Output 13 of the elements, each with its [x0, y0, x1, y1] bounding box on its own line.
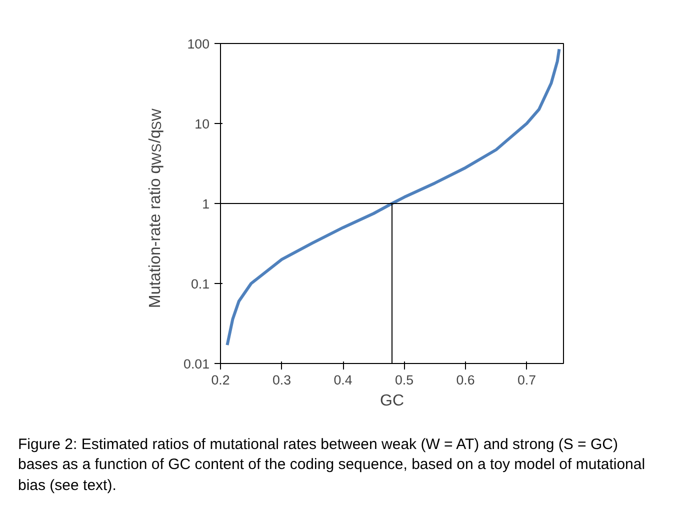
y-tick-label: 1 [202, 196, 210, 212]
x-tick-label: 0.3 [272, 372, 292, 388]
x-tick-label: 0.7 [517, 372, 536, 388]
x-tick-label: 0.6 [456, 372, 475, 388]
x-axis-title: GC [380, 392, 404, 410]
x-tick-label: 0.5 [394, 372, 414, 388]
y-tick-label: 100 [187, 36, 210, 52]
caption: Figure 2: Estimated ratios of mutational rates between weak (W = AT) and strong (S = GC) bases as a function of GC content of the coding sequence, based on a toy model of mutational bias (see text). [18, 435, 646, 496]
x-tick-label: 0.2 [211, 372, 230, 388]
y-tick-label: 10 [194, 116, 210, 132]
x-tick-label: 0.4 [334, 372, 353, 388]
y-tick-label: 0.1 [190, 276, 210, 292]
y-tick-label: 0.01 [184, 356, 210, 372]
